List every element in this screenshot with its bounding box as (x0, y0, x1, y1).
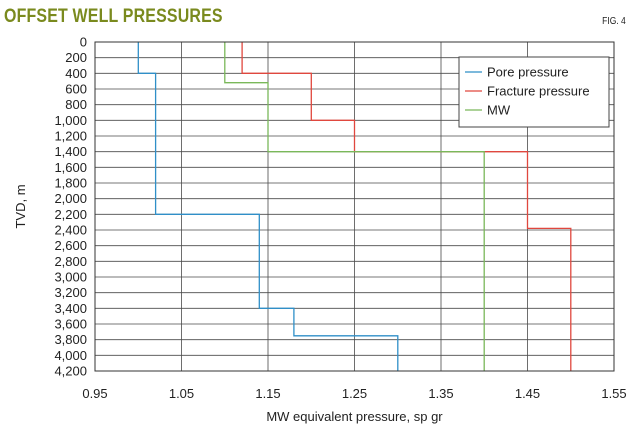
legend-label: Pore pressure (487, 65, 569, 80)
y-tick-label: 2,600 (54, 238, 87, 253)
series-line-pore-pressure (137, 42, 399, 371)
figure-number: FIG. 4 (602, 16, 626, 27)
y-tick-label: 3,600 (54, 317, 87, 332)
x-tick-label: 1.35 (428, 386, 453, 401)
y-tick-label: 600 (65, 82, 87, 97)
y-tick-label: 2,200 (54, 207, 87, 222)
y-tick-label: 2,800 (54, 254, 87, 269)
y-tick-label: 1,400 (54, 144, 87, 159)
plot-frame (94, 41, 615, 372)
y-tick-label: 1,200 (54, 129, 87, 144)
chart-title: OFFSET WELL PRESSURES (4, 6, 223, 27)
x-tick-label: 0.95 (82, 386, 107, 401)
x-tick-label: 1.45 (515, 386, 540, 401)
x-tick-label: 1.15 (255, 386, 280, 401)
legend: Pore pressure Fracture pressure MW (458, 56, 610, 128)
x-axis-label: MW equivalent pressure, sp gr (266, 409, 443, 424)
x-tick-label: 1.25 (342, 386, 367, 401)
y-tick-label: 2,400 (54, 223, 87, 238)
x-tick-label: 1.05 (169, 386, 194, 401)
legend-box (458, 56, 610, 128)
x-tick-label: 1.55 (601, 386, 626, 401)
y-tick-label: 1,800 (54, 176, 87, 191)
series-layer (137, 42, 572, 371)
legend-label: MW (487, 103, 511, 118)
y-tick-labels: 02004006008001,0001,2001,4001,6001,8002,… (54, 35, 87, 379)
y-tick-label: 400 (65, 66, 87, 81)
y-tick-label: 800 (65, 97, 87, 112)
y-tick-label: 1,000 (54, 113, 87, 128)
legend-label: Fracture pressure (487, 84, 590, 99)
y-tick-label: 3,200 (54, 285, 87, 300)
y-axis-label: TVD, m (13, 184, 28, 228)
y-tick-label: 2,000 (54, 191, 87, 206)
y-tick-label: 4,000 (54, 348, 87, 363)
y-tick-label: 3,000 (54, 270, 87, 285)
x-tick-labels: 0.95 1.05 1.15 1.25 1.35 1.45 1.55 (82, 386, 626, 401)
series-line-mw (224, 42, 485, 371)
y-tick-label: 3,800 (54, 332, 87, 347)
y-tick-label: 4,200 (54, 364, 87, 379)
y-tick-label: 3,400 (54, 301, 87, 316)
y-tick-label: 200 (65, 50, 87, 65)
series-line-fracture-pressure (241, 42, 572, 371)
y-tick-label: 1,600 (54, 160, 87, 175)
y-tick-label: 0 (80, 35, 87, 50)
